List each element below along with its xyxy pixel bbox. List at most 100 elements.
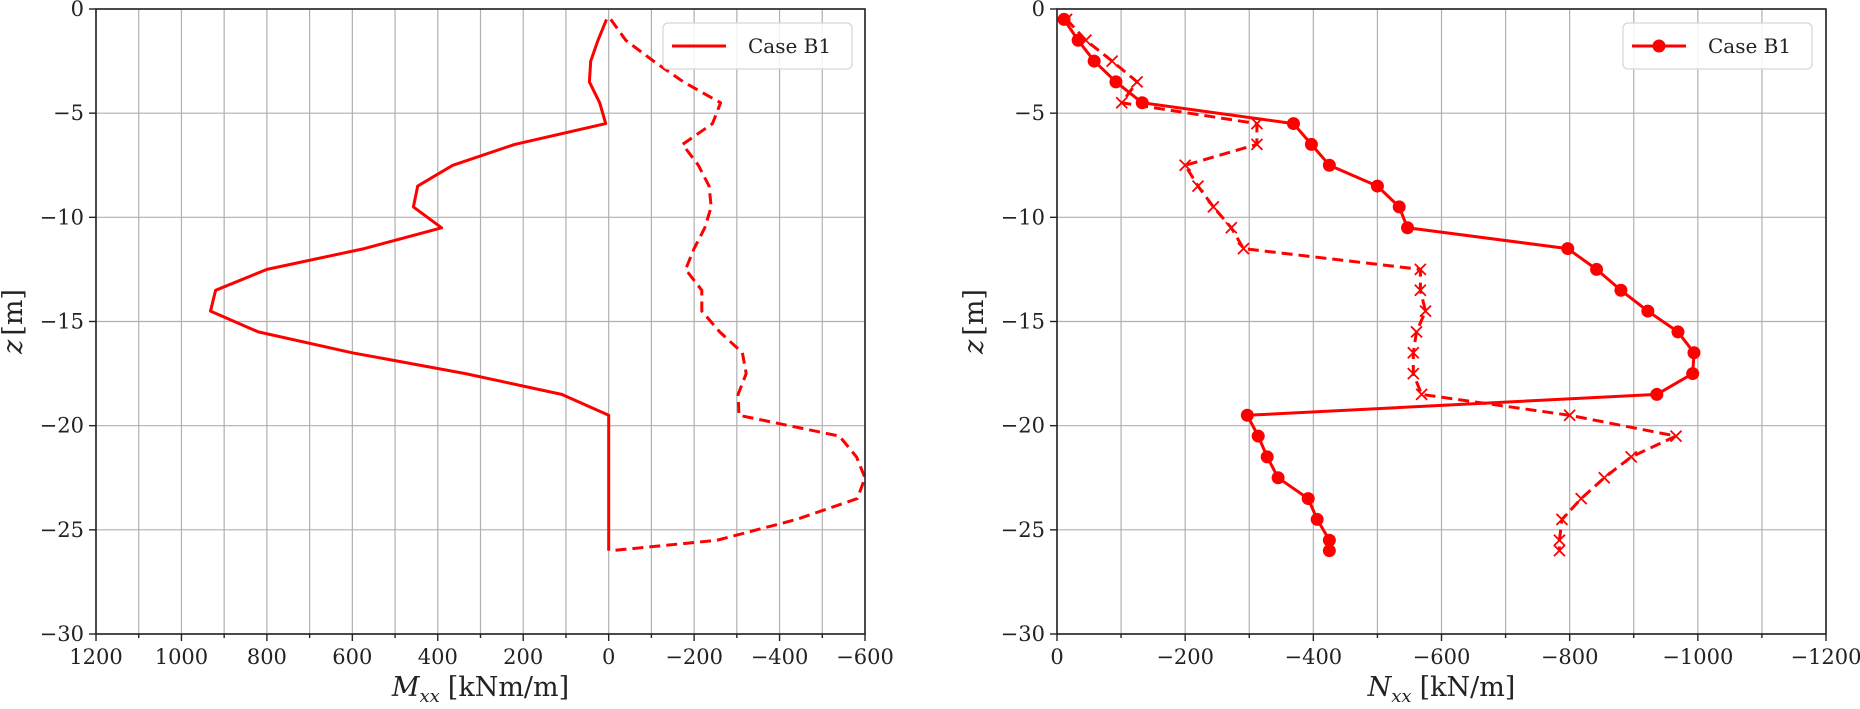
x-tick-label: −400 bbox=[751, 645, 809, 669]
x-marker bbox=[1563, 409, 1576, 422]
y-tick-label: −5 bbox=[53, 101, 84, 125]
circle-marker bbox=[1641, 304, 1655, 318]
x-marker bbox=[1225, 221, 1238, 234]
x-tick-label: 200 bbox=[503, 645, 543, 669]
x-marker bbox=[1415, 388, 1428, 401]
x-marker bbox=[1079, 34, 1092, 47]
y-axis-label: z[m] bbox=[959, 289, 990, 355]
x-axis-label: Mxx [kNm/m] bbox=[391, 672, 569, 707]
circle-marker bbox=[1087, 54, 1101, 68]
legend-box bbox=[662, 22, 853, 70]
circle-marker bbox=[1057, 12, 1071, 26]
x-marker bbox=[1575, 492, 1588, 505]
x-marker bbox=[1410, 325, 1423, 339]
x-tick-label: 600 bbox=[332, 645, 372, 669]
x-marker bbox=[1207, 200, 1220, 214]
legend-box bbox=[1622, 22, 1813, 70]
normal-force-chart: 0 −200 −400 −600 −800 −1000 −1200 0 −5 −10 −15 −20 −… bbox=[959, 0, 1860, 707]
y-tick-label: −30 bbox=[40, 622, 84, 646]
x-tick-label: −400 bbox=[1284, 645, 1342, 669]
legend: Case B1 bbox=[1622, 22, 1813, 70]
circle-marker bbox=[1240, 408, 1254, 422]
circle-marker bbox=[1650, 387, 1664, 401]
y-tick-label: −25 bbox=[40, 518, 84, 542]
x-marker bbox=[1191, 179, 1205, 193]
circle-marker bbox=[1109, 75, 1123, 89]
x-marker bbox=[1414, 263, 1427, 276]
y-tick-label: 0 bbox=[71, 0, 84, 21]
circle-marker bbox=[1614, 283, 1628, 297]
x-marker bbox=[1625, 450, 1638, 464]
y-tick-label: −30 bbox=[1001, 622, 1045, 646]
circle-marker bbox=[1322, 158, 1336, 172]
y-tick-label: −20 bbox=[1001, 414, 1045, 438]
circle-marker bbox=[1304, 137, 1318, 151]
x-marker bbox=[1115, 96, 1128, 109]
x-tick-label: −600 bbox=[836, 645, 894, 669]
y-tick-label: −25 bbox=[1001, 518, 1045, 542]
circle-marker bbox=[1251, 429, 1265, 443]
y-tick-label: 0 bbox=[1032, 0, 1045, 21]
x-marker bbox=[1237, 242, 1250, 255]
x-tick-label: −800 bbox=[1541, 645, 1599, 669]
legend-label: Case B1 bbox=[1708, 34, 1791, 58]
y-tick-label: −5 bbox=[1014, 101, 1045, 125]
y-axis: 0 −5 −10 −15 −20 −25 −30 bbox=[40, 0, 96, 646]
x-tick-label: −600 bbox=[1413, 645, 1471, 669]
series-group bbox=[1057, 12, 1701, 558]
x-marker bbox=[1414, 284, 1427, 297]
x-tick-label: 1200 bbox=[69, 645, 122, 669]
x-axis: 0 −200 −400 −600 −800 −1000 −1200 bbox=[1050, 634, 1860, 669]
y-tick-label: −15 bbox=[40, 310, 84, 334]
x-marker bbox=[1250, 138, 1264, 151]
legend-label: Case B1 bbox=[748, 34, 831, 58]
series-group bbox=[209, 18, 866, 553]
moment-chart: 1200 1000 800 600 400 200 0 −200 −400 −600 0 −5 −10 −… bbox=[0, 0, 894, 707]
grid bbox=[1056, 8, 1827, 635]
circle-marker bbox=[1687, 346, 1701, 360]
y-tick-label: −10 bbox=[1001, 205, 1045, 229]
legend-circle-marker-icon bbox=[1652, 39, 1666, 53]
y-axis: 0 −5 −10 −15 −20 −25 −30 bbox=[1001, 0, 1057, 646]
x-marker bbox=[1553, 534, 1566, 547]
dashed-series-line bbox=[1065, 18, 1678, 551]
circle-marker bbox=[1401, 221, 1415, 235]
x-tick-label: 800 bbox=[247, 645, 287, 669]
circle-marker bbox=[1370, 179, 1384, 193]
x-axis-label: Nxx [kN/m] bbox=[1367, 672, 1516, 707]
x-tick-label: −1000 bbox=[1662, 645, 1733, 669]
x-marker bbox=[1130, 75, 1144, 89]
y-axis-label: z[m] bbox=[0, 289, 29, 355]
circle-marker bbox=[1671, 325, 1685, 339]
x-tick-label: 400 bbox=[418, 645, 458, 669]
dashed-series-line bbox=[609, 18, 866, 553]
circle-marker bbox=[1322, 533, 1336, 547]
x-marker bbox=[1598, 471, 1611, 484]
x-tick-label: −200 bbox=[1156, 645, 1214, 669]
x-tick-label: −200 bbox=[665, 645, 723, 669]
x-marker bbox=[1407, 367, 1420, 380]
x-tick-label: 0 bbox=[1050, 645, 1063, 669]
y-tick-label: −10 bbox=[40, 205, 84, 229]
grid bbox=[95, 8, 866, 635]
x-marker bbox=[1179, 159, 1192, 172]
x-marker bbox=[1669, 429, 1683, 443]
x-marker bbox=[1553, 544, 1566, 557]
x-marker bbox=[1105, 54, 1119, 68]
y-tick-label: −20 bbox=[40, 414, 84, 438]
x-tick-label: 0 bbox=[602, 645, 615, 669]
circle-marker bbox=[1590, 262, 1604, 276]
circle-marker bbox=[1686, 367, 1700, 381]
x-tick-label: −1200 bbox=[1790, 645, 1860, 669]
x-tick-label: 1000 bbox=[155, 645, 208, 669]
circle-marker bbox=[1271, 471, 1285, 485]
circle-marker bbox=[1561, 242, 1575, 256]
circle-marker bbox=[1301, 492, 1315, 506]
x-axis: 1200 1000 800 600 400 200 0 −200 −400 −600 bbox=[69, 634, 894, 669]
x-marker bbox=[1060, 13, 1073, 26]
circle-marker bbox=[1322, 544, 1336, 558]
x-marker bbox=[1250, 117, 1264, 130]
circle-marker bbox=[1260, 450, 1274, 464]
circle-marker bbox=[1286, 117, 1300, 131]
